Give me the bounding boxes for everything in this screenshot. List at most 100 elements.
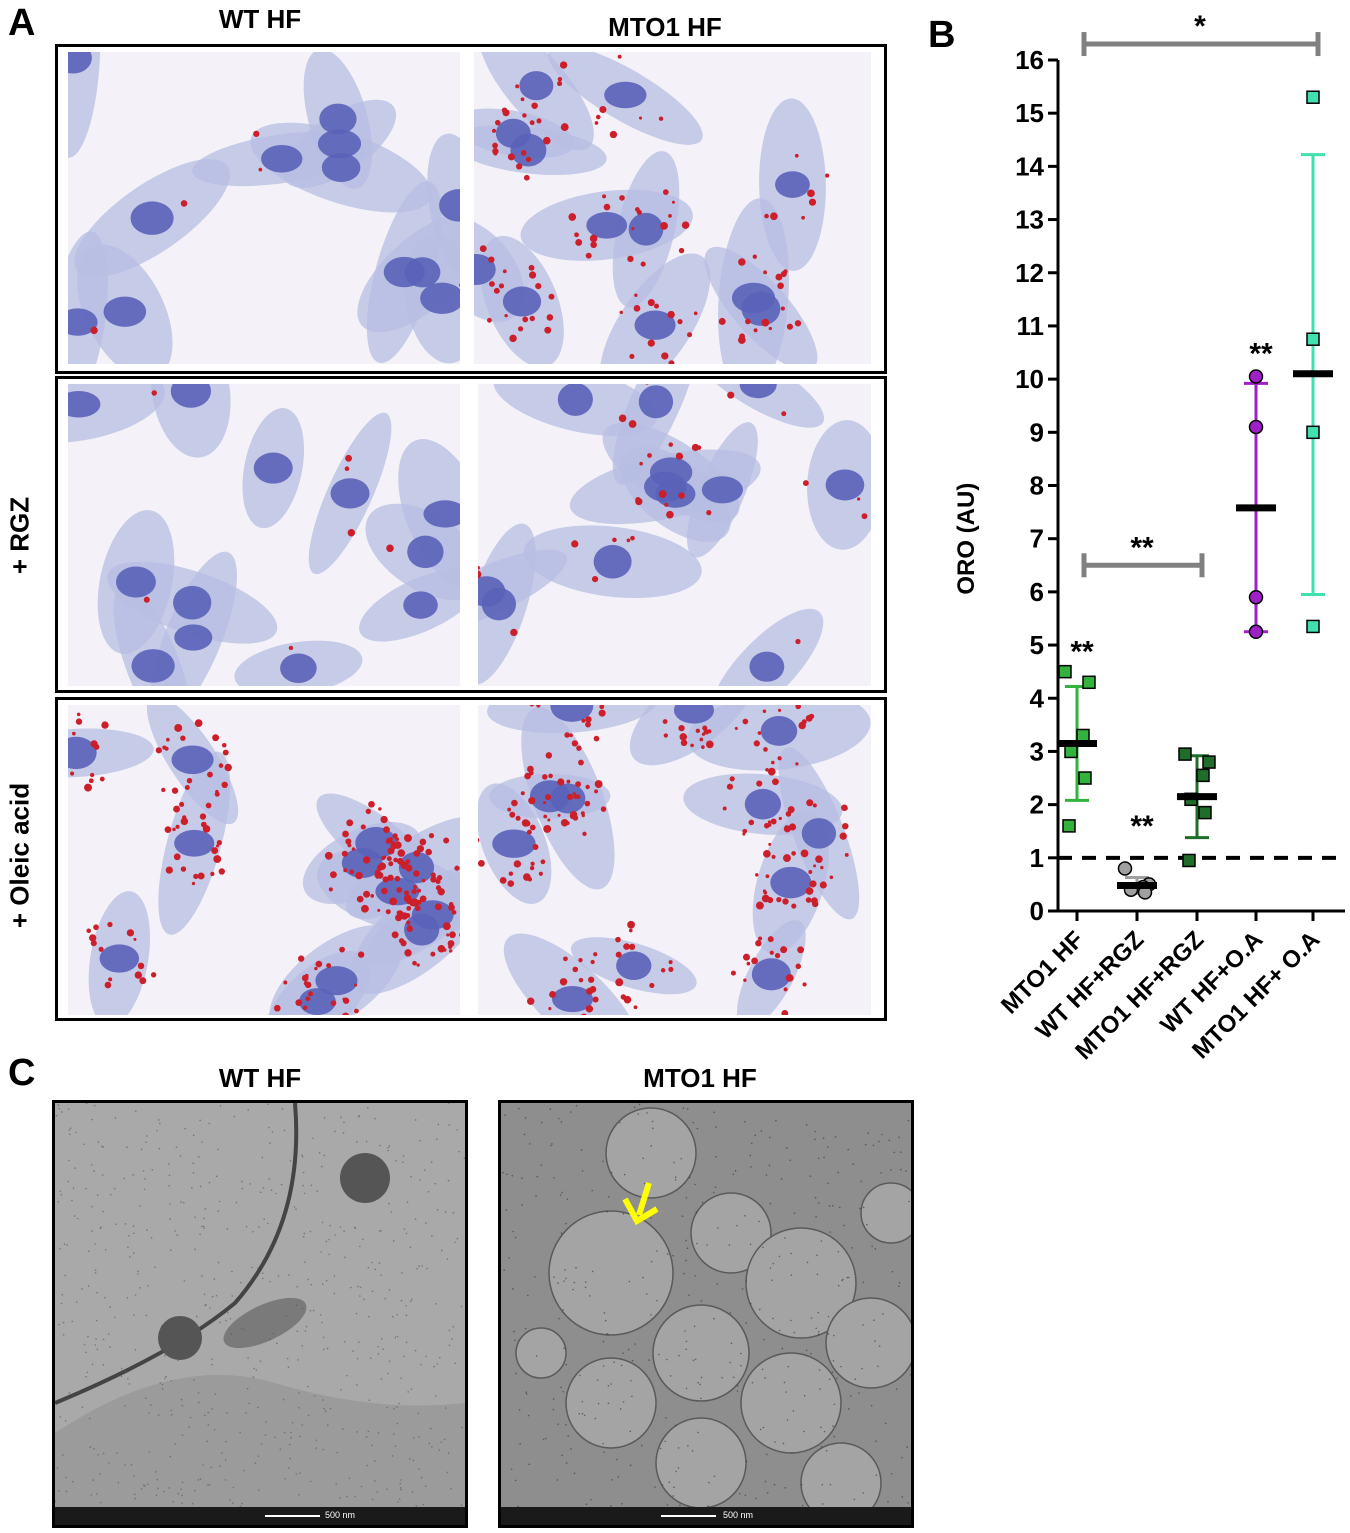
nucleus <box>68 391 101 418</box>
nucleus <box>593 544 632 579</box>
lipid-droplet <box>581 718 586 723</box>
lipid-droplet <box>664 502 669 507</box>
lipid-droplet <box>133 937 137 941</box>
data-point <box>1202 755 1216 769</box>
lipid-droplet <box>786 323 793 330</box>
lipid-droplet <box>499 877 507 884</box>
lipid-droplet <box>563 956 568 962</box>
lipid-droplet <box>605 1107 697 1199</box>
lipid-droplet <box>590 241 597 249</box>
lipid-droplet <box>701 745 705 749</box>
significance-label: ** <box>1070 636 1094 669</box>
lipid-droplet <box>844 852 849 857</box>
panel-c-title-mto1: MTO1 HF <box>643 1063 757 1093</box>
lipid-droplet <box>571 540 579 548</box>
micrograph-mto1-hf <box>474 52 871 364</box>
y-tick-label: 5 <box>1030 630 1044 660</box>
lipid-droplet <box>795 638 801 645</box>
lipid-droplet <box>745 1227 857 1339</box>
lipid-droplet <box>515 1327 567 1379</box>
panel-b-letter: B <box>928 14 956 56</box>
lipid-droplet <box>494 119 501 126</box>
lipid-droplet <box>126 929 135 937</box>
y-tick-label: 3 <box>1030 736 1044 766</box>
lipid-droplet <box>398 938 405 944</box>
scalebar: 500 nm <box>55 1507 465 1525</box>
lipid-droplet <box>443 837 450 844</box>
lipid-droplet <box>368 800 375 808</box>
data-point <box>1062 819 1076 833</box>
lipid-droplet <box>349 869 355 875</box>
nucleus <box>170 384 212 408</box>
lipid-droplet <box>585 716 592 723</box>
panel-c-letter: C <box>8 1052 36 1094</box>
lipid-droplet <box>584 800 591 807</box>
data-point <box>1078 771 1092 785</box>
lipid-droplet <box>413 885 417 889</box>
lipid-droplet <box>783 269 788 274</box>
lipid-droplet <box>448 944 453 950</box>
lipid-droplet <box>666 510 674 519</box>
lipid-droplet <box>478 565 481 570</box>
lipid-droplet <box>326 963 332 969</box>
cells-image <box>68 384 460 686</box>
panel-a-row-label-rgz: + RGZ <box>4 496 35 575</box>
lipid-droplet <box>194 719 203 727</box>
lipid-droplet <box>509 334 517 343</box>
lipid-droplet <box>428 833 435 839</box>
lipid-droplet <box>668 213 672 218</box>
lipid-droplet <box>507 153 515 161</box>
data-point <box>1248 589 1264 605</box>
lipid-droplet <box>446 933 450 937</box>
lipid-droplet <box>843 806 848 811</box>
lipid-droplet <box>403 834 412 843</box>
nucleus <box>253 452 293 484</box>
nucleus <box>173 585 212 620</box>
lipid-droplet <box>489 281 495 287</box>
nucleus <box>739 384 777 399</box>
lipid-droplet <box>640 261 646 267</box>
lipid-droplet <box>647 299 655 307</box>
lipid-droplet <box>785 974 794 982</box>
lipid-droplet <box>536 118 542 124</box>
cytoplasm <box>55 1374 465 1507</box>
y-tick-label: 16 <box>1015 45 1044 75</box>
lipid-droplet <box>560 818 569 827</box>
lipid-droplet <box>548 773 553 779</box>
lipid-droplet <box>86 928 92 934</box>
lipid-droplet <box>324 851 333 860</box>
lipid-droplet <box>395 914 403 922</box>
lipid-droplet <box>396 910 402 916</box>
lipid-droplet <box>776 953 780 957</box>
lipid-droplet <box>215 844 220 848</box>
lipid-droplet <box>767 820 772 824</box>
lipid-droplet <box>775 273 783 281</box>
lipid-droplet <box>675 452 683 460</box>
lipid-droplet <box>574 232 579 238</box>
nucleus <box>825 469 865 501</box>
lipid-droplet <box>381 887 388 895</box>
lipid-droplet <box>794 320 802 327</box>
lipid-droplet <box>134 971 143 979</box>
lipid-droplet <box>781 411 787 417</box>
data-point <box>1178 747 1192 761</box>
panel-c-title-wt: WT HF <box>218 1063 302 1093</box>
lipid-droplet <box>173 853 181 861</box>
lipid-droplet <box>801 215 805 220</box>
lipid-droplet <box>139 977 147 985</box>
lipid-droplet <box>770 818 777 825</box>
lipid-droplet <box>508 871 514 876</box>
lipid-droplet <box>764 213 769 219</box>
lipid-droplet <box>649 982 655 989</box>
nucleus <box>604 81 647 109</box>
lipid-droplet <box>678 247 685 254</box>
lipid-droplet <box>528 271 537 279</box>
nucleus <box>744 788 782 820</box>
panel-a-row-label-oleic: + Oleic acid <box>4 782 35 929</box>
lipid-droplet <box>635 496 641 503</box>
lipid-droplet <box>180 200 188 207</box>
lipid-droplet <box>752 254 757 259</box>
lipid-droplet <box>406 920 411 925</box>
lipid-droplet <box>158 1316 202 1360</box>
